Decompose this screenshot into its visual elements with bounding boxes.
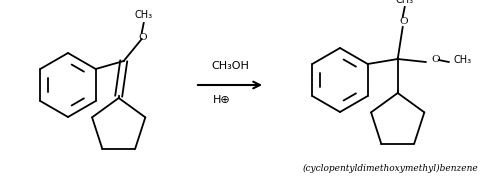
- Text: CH₃OH: CH₃OH: [211, 61, 249, 71]
- Text: H⊕: H⊕: [213, 95, 231, 105]
- Text: O: O: [399, 18, 408, 26]
- Text: (cyclopentyldimethoxymethyl)benzene: (cyclopentyldimethoxymethyl)benzene: [302, 164, 478, 173]
- Text: CH₃: CH₃: [396, 0, 414, 5]
- Text: CH₃: CH₃: [454, 55, 472, 65]
- Text: O: O: [432, 56, 440, 65]
- Text: CH₃: CH₃: [135, 10, 153, 20]
- Text: O: O: [138, 33, 147, 41]
